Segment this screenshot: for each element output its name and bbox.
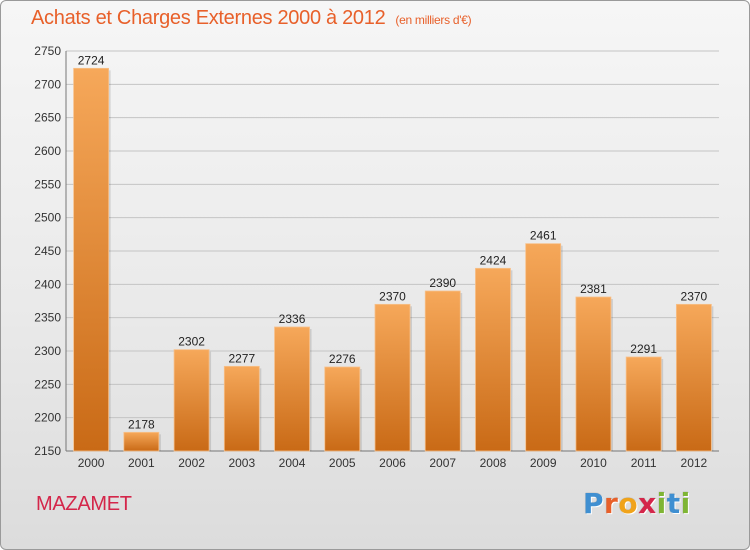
y-tick-label: 2250 xyxy=(34,377,61,391)
logo-letter: i xyxy=(680,487,691,520)
bar-value-label: 2277 xyxy=(228,351,255,365)
x-tick-label: 2006 xyxy=(379,456,406,470)
chart-subtitle: (en milliers d'€) xyxy=(395,13,472,27)
bar-value-label: 2302 xyxy=(178,335,205,349)
bar xyxy=(525,243,562,452)
y-tick-label: 2650 xyxy=(34,111,61,125)
chart-title-text: Achats et Charges Externes 2000 à 2012 xyxy=(31,7,386,29)
bar xyxy=(475,267,511,452)
y-tick-label: 2200 xyxy=(34,411,61,425)
y-tick-label: 2700 xyxy=(34,77,61,91)
y-tick-label: 2350 xyxy=(34,311,61,325)
y-tick-labels: 2150 2200 2250 2300 2350 2400 2450 2500 2550 2600… xyxy=(34,44,61,458)
y-tick-label: 2750 xyxy=(34,44,61,58)
bar-value-label: 2370 xyxy=(379,289,406,303)
bar xyxy=(424,290,461,452)
y-tick-label: 2300 xyxy=(34,344,61,358)
logo-letter: o xyxy=(618,487,639,520)
logo-letter: t xyxy=(666,487,681,520)
logo-letter: i xyxy=(656,487,667,520)
bar-value-label: 2724 xyxy=(78,53,105,67)
y-tick-label: 2450 xyxy=(34,244,61,258)
bar xyxy=(223,365,260,452)
x-tick-label: 2002 xyxy=(178,456,205,470)
proxiti-logo: Proxiti xyxy=(583,487,691,520)
bar xyxy=(374,303,411,452)
bar xyxy=(324,366,361,452)
y-tick-label: 2500 xyxy=(34,211,61,225)
bar-value-label: 2370 xyxy=(681,289,708,303)
x-tick-label: 2008 xyxy=(480,456,507,470)
x-tick-label: 2003 xyxy=(228,456,255,470)
logo-letter: x xyxy=(638,487,657,520)
data-labels: 2724 2178 2302 2277 2336 2276 2370 2390 2424 2461… xyxy=(78,53,708,431)
bar-value-label: 2336 xyxy=(279,312,306,326)
bar xyxy=(575,296,612,452)
y-tick-label: 2400 xyxy=(34,277,61,291)
bar xyxy=(625,356,662,452)
bar-value-label: 2276 xyxy=(329,352,356,366)
bars xyxy=(73,67,714,452)
bar-value-label: 2381 xyxy=(580,282,607,296)
bar-value-label: 2291 xyxy=(630,342,657,356)
x-tick-label: 2012 xyxy=(681,456,708,470)
city-name: MAZAMET xyxy=(36,493,132,515)
x-tick-label: 2007 xyxy=(429,456,456,470)
x-tick-label: 2001 xyxy=(128,456,155,470)
bar xyxy=(675,303,712,452)
logo-letter: P xyxy=(583,487,605,520)
x-tick-label: 2009 xyxy=(530,456,557,470)
bar-value-label: 2390 xyxy=(429,276,456,290)
bar-value-label: 2178 xyxy=(128,417,155,431)
bar xyxy=(274,326,310,452)
x-tick-labels: 2000 2001 2002 2003 2004 2005 2006 2007 2008 2009… xyxy=(78,456,708,470)
chart-title: Achats et Charges Externes 2000 à 2012 (e… xyxy=(31,7,472,30)
x-tick-label: 2004 xyxy=(279,456,306,470)
x-tick-label: 2011 xyxy=(631,456,657,470)
y-tick-label: 2600 xyxy=(34,144,61,158)
bar-value-label: 2461 xyxy=(530,229,557,243)
x-tick-label: 2010 xyxy=(580,456,607,470)
y-tick-label: 2550 xyxy=(34,177,61,191)
bar-value-label: 2424 xyxy=(480,253,507,267)
logo-letter: r xyxy=(604,487,619,520)
x-tick-label: 2000 xyxy=(78,456,105,470)
bar xyxy=(123,431,160,452)
bar xyxy=(173,349,210,452)
x-tick-label: 2005 xyxy=(329,456,356,470)
y-tick-label: 2150 xyxy=(34,444,61,458)
bar xyxy=(73,67,110,452)
